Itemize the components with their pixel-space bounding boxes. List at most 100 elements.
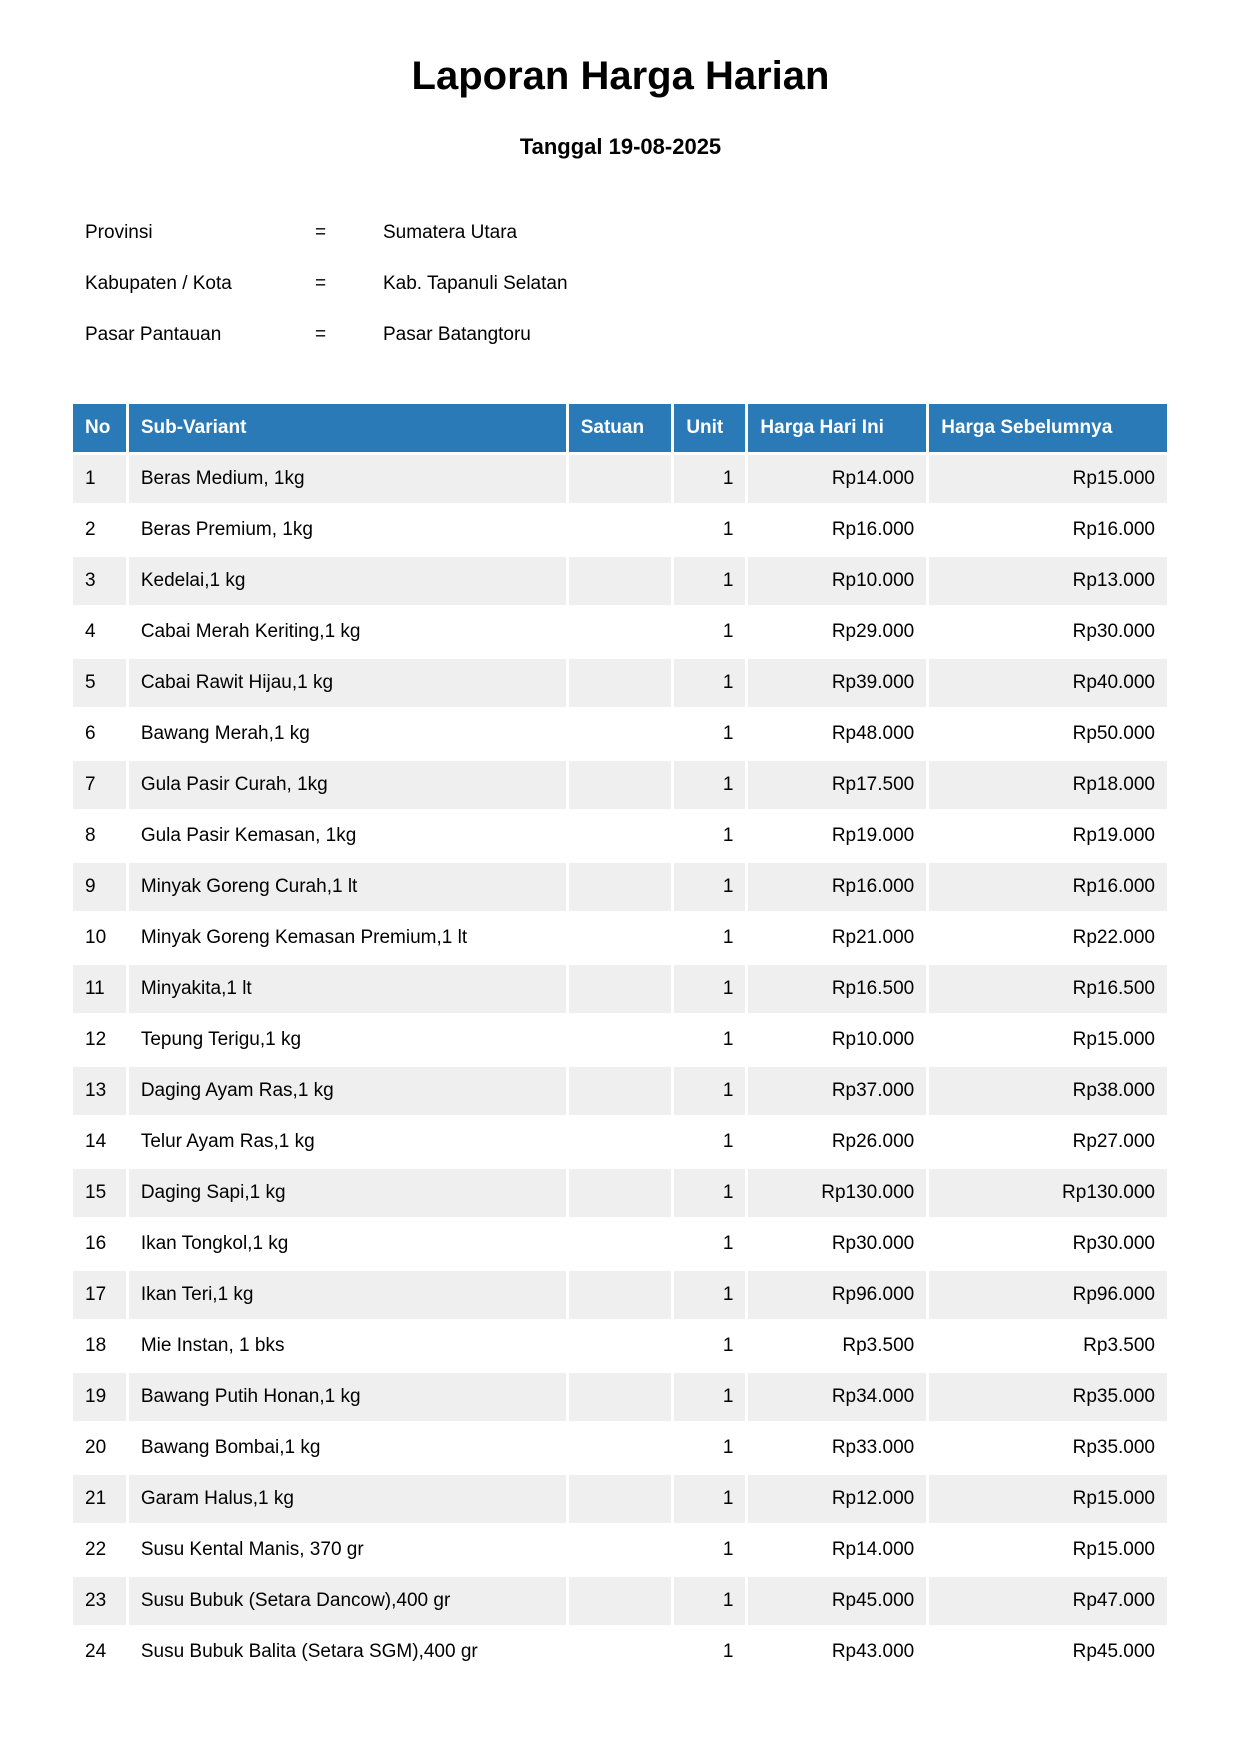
cell-no: 23 <box>73 1577 126 1625</box>
cell-unit: 1 <box>674 1067 746 1115</box>
cell-satuan <box>569 1322 672 1370</box>
table-row: 16 Ikan Tongkol,1 kg 1 Rp30.000 Rp30.000 <box>73 1220 1167 1268</box>
table-row: 7 Gula Pasir Curah, 1kg 1 Rp17.500 Rp18.000 <box>73 761 1167 809</box>
table-row: 18 Mie Instan, 1 bks 1 Rp3.500 Rp3.500 <box>73 1322 1167 1370</box>
cell-harga-sebelumnya: Rp96.000 <box>929 1271 1167 1319</box>
cell-satuan <box>569 1118 672 1166</box>
cell-sub-variant: Susu Bubuk Balita (Setara SGM),400 gr <box>140 1641 478 1662</box>
table-row: 22 Susu Kental Manis, 370 gr 1 Rp14.000 Rp15… <box>73 1526 1167 1574</box>
column-header-satuan: Satuan <box>568 404 672 452</box>
cell-unit: 1 <box>722 1029 734 1050</box>
cell-harga-sebelumnya: Rp15.000 <box>1072 1029 1155 1050</box>
cell-unit: 1 <box>722 1131 734 1152</box>
table-row: 5 Cabai Rawit Hijau,1 kg 1 Rp39.000 Rp40.000 <box>73 659 1167 707</box>
table-row: 13 Daging Ayam Ras,1 kg 1 Rp37.000 Rp38.000 <box>73 1067 1167 1115</box>
cell-no: 6 <box>85 723 96 744</box>
cell-satuan <box>569 608 672 656</box>
cell-harga-hari-ini: Rp12.000 <box>748 1475 927 1523</box>
cell-harga-hari-ini: Rp19.000 <box>831 825 915 846</box>
cell-no: 7 <box>73 761 126 809</box>
cell-sub-variant: Tepung Terigu,1 kg <box>140 1029 302 1050</box>
report-date: Tanggal 19-08-2025 <box>519 134 722 159</box>
cell-sub-variant: Daging Ayam Ras,1 kg <box>128 1067 566 1115</box>
table-row: 21 Garam Halus,1 kg 1 Rp12.000 Rp15.000 <box>73 1475 1167 1523</box>
cell-satuan <box>569 1424 672 1472</box>
cell-harga-sebelumnya: Rp15.000 <box>1072 1539 1155 1560</box>
price-table: No Sub-Variant Satuan Unit Harga Hari Ini Har… <box>70 401 1170 1679</box>
cell-satuan <box>568 659 672 707</box>
page-title: Laporan Harga Harian <box>411 54 830 98</box>
cell-sub-variant: Bawang Bombai,1 kg <box>140 1437 321 1458</box>
table-row: 8 Gula Pasir Kemasan, 1kg 1 Rp19.000 Rp19.00… <box>73 812 1167 860</box>
cell-harga-sebelumnya: Rp40.000 <box>929 659 1167 707</box>
cell-sub-variant: Susu Kental Manis, 370 gr <box>140 1539 364 1560</box>
cell-harga-hari-ini: Rp16.000 <box>748 863 927 911</box>
cell-unit: 1 <box>722 1233 734 1254</box>
cell-sub-variant: Minyak Goreng Curah,1 lt <box>128 863 566 911</box>
cell-harga-hari-ini: Rp10.000 <box>748 557 927 605</box>
cell-unit: 1 <box>674 863 746 911</box>
cell-harga-hari-ini: Rp34.000 <box>748 1373 927 1421</box>
table-row: 24 Susu Bubuk Balita (Setara SGM),400 gr 1… <box>73 1628 1167 1676</box>
table-row: 6 Bawang Merah,1 kg 1 Rp48.000 Rp50.000 <box>73 710 1167 758</box>
cell-sub-variant: Ikan Tongkol,1 kg <box>140 1233 289 1254</box>
cell-harga-hari-ini: Rp10.000 <box>831 1029 915 1050</box>
cell-no: 22 <box>85 1539 107 1560</box>
cell-harga-hari-ini: Rp33.000 <box>831 1437 915 1458</box>
cell-harga-hari-ini: Rp17.500 <box>748 761 927 809</box>
cell-harga-sebelumnya: Rp47.000 <box>929 1577 1167 1625</box>
cell-unit: 1 <box>674 761 746 809</box>
cell-harga-sebelumnya: Rp3.500 <box>1083 1335 1155 1356</box>
cell-harga-hari-ini: Rp14.000 <box>748 455 927 503</box>
cell-no: 17 <box>73 1271 126 1319</box>
cell-no: 9 <box>73 863 126 911</box>
cell-sub-variant: Garam Halus,1 kg <box>128 1475 566 1523</box>
info-separator: = <box>315 324 327 345</box>
cell-sub-variant: Beras Medium, 1kg <box>128 455 566 503</box>
cell-harga-sebelumnya: Rp18.000 <box>929 761 1167 809</box>
cell-harga-sebelumnya: Rp30.000 <box>1072 1233 1155 1254</box>
table-row: 15 Daging Sapi,1 kg 1 Rp130.000 Rp130.000 <box>73 1169 1167 1217</box>
cell-harga-sebelumnya: Rp35.000 <box>1072 1437 1155 1458</box>
cell-harga-sebelumnya: Rp27.000 <box>1072 1131 1155 1152</box>
cell-harga-hari-ini: Rp43.000 <box>831 1641 915 1662</box>
cell-no: 2 <box>85 519 96 540</box>
cell-no: 3 <box>73 557 126 605</box>
cell-sub-variant: Susu Bubuk (Setara Dancow),400 gr <box>128 1577 566 1625</box>
info-label: Provinsi <box>85 222 153 243</box>
cell-no: 8 <box>85 825 96 846</box>
table-row: 14 Telur Ayam Ras,1 kg 1 Rp26.000 Rp27.000 <box>73 1118 1167 1166</box>
cell-satuan <box>569 1628 672 1676</box>
cell-satuan <box>568 1067 672 1115</box>
cell-harga-hari-ini: Rp14.000 <box>831 1539 915 1560</box>
cell-satuan <box>568 1577 672 1625</box>
cell-unit: 1 <box>674 1271 746 1319</box>
cell-harga-hari-ini: Rp96.000 <box>748 1271 927 1319</box>
cell-unit: 1 <box>722 825 734 846</box>
cell-sub-variant: Bawang Putih Honan,1 kg <box>128 1373 566 1421</box>
cell-satuan <box>569 1016 672 1064</box>
cell-harga-sebelumnya: Rp38.000 <box>929 1067 1167 1115</box>
cell-satuan <box>568 455 672 503</box>
cell-sub-variant: Cabai Merah Keriting,1 kg <box>140 621 361 642</box>
cell-sub-variant: Minyak Goreng Kemasan Premium,1 lt <box>140 927 468 948</box>
cell-harga-hari-ini: Rp16.000 <box>831 519 915 540</box>
column-header-no: No <box>73 404 126 452</box>
cell-harga-hari-ini: Rp29.000 <box>831 621 915 642</box>
table-row: 3 Kedelai,1 kg 1 Rp10.000 Rp13.000 <box>73 557 1167 605</box>
cell-satuan <box>568 761 672 809</box>
cell-no: 20 <box>85 1437 107 1458</box>
info-value: Kab. Tapanuli Selatan <box>383 273 568 294</box>
cell-unit: 1 <box>722 1437 734 1458</box>
cell-sub-variant: Bawang Merah,1 kg <box>140 723 310 744</box>
cell-unit: 1 <box>674 659 746 707</box>
info-value: Pasar Batangtoru <box>383 324 531 345</box>
column-header-sub-variant: Sub-Variant <box>128 404 566 452</box>
table-row: 4 Cabai Merah Keriting,1 kg 1 Rp29.000 Rp30.… <box>73 608 1167 656</box>
cell-no: 21 <box>73 1475 126 1523</box>
cell-no: 19 <box>73 1373 126 1421</box>
cell-unit: 1 <box>722 723 734 744</box>
cell-harga-sebelumnya: Rp130.000 <box>929 1169 1167 1217</box>
cell-satuan <box>568 1373 672 1421</box>
cell-unit: 1 <box>674 1169 746 1217</box>
